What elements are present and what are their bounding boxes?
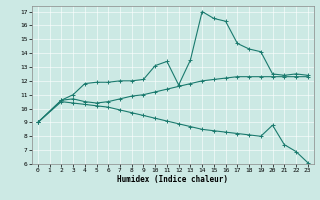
X-axis label: Humidex (Indice chaleur): Humidex (Indice chaleur) bbox=[117, 175, 228, 184]
